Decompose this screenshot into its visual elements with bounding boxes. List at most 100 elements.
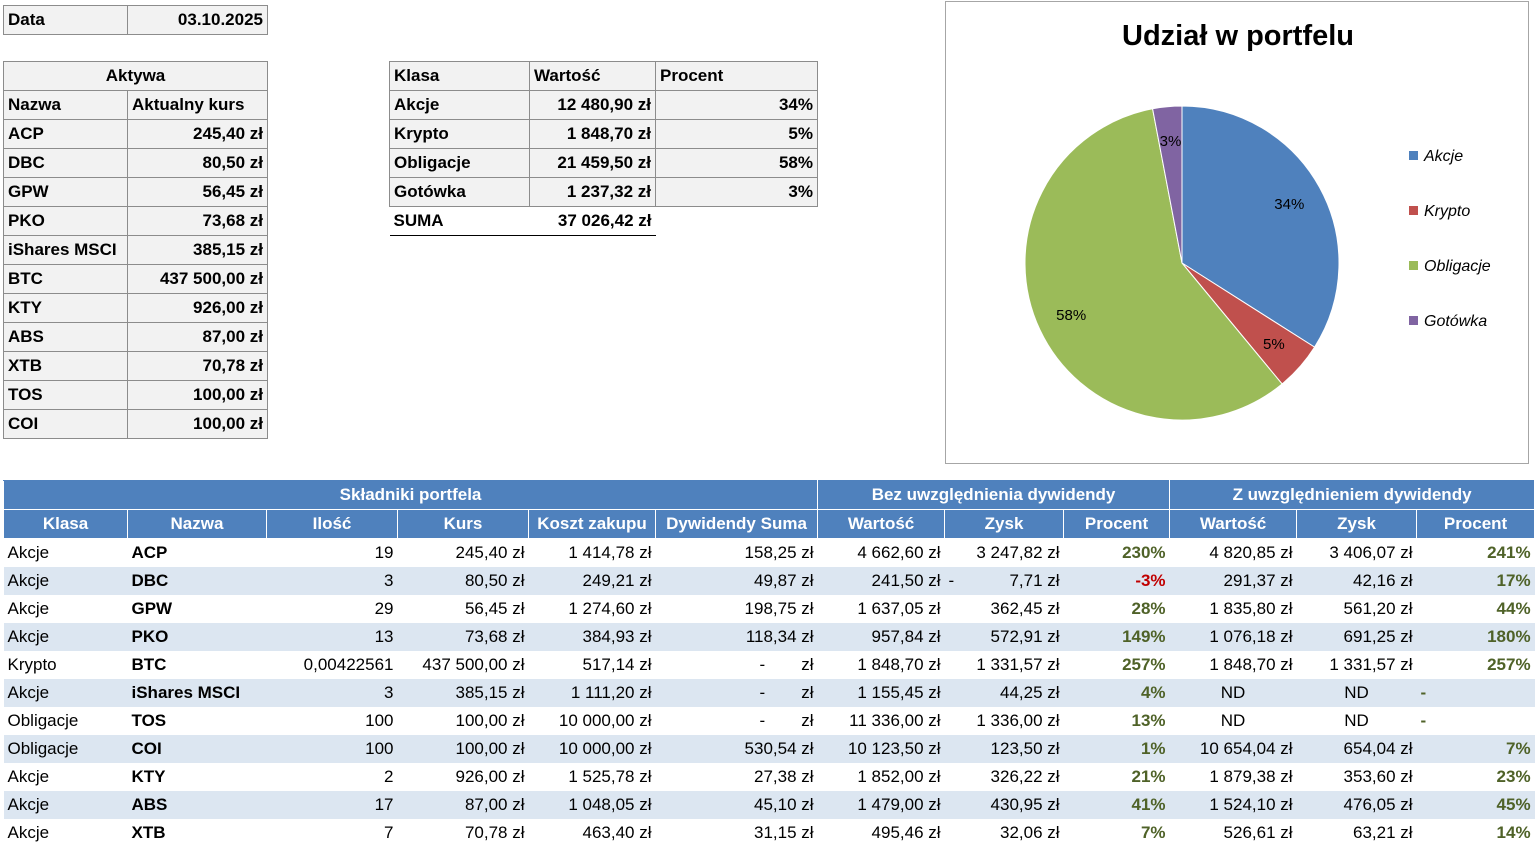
cell-procent[interactable]: 21% [1063,763,1170,791]
cell-wartosc-z-dyw[interactable]: 1 835,80 zł [1169,595,1297,623]
asset-price-cell[interactable]: 73,68 zł [127,206,268,236]
cell-ilosc[interactable]: 19 [266,538,398,567]
cell-procent-z-dyw[interactable]: 14% [1416,819,1535,847]
klasy-klasa-cell[interactable]: Krypto [389,119,530,149]
cell-ilosc[interactable]: 3 [266,679,398,707]
cell-wartosc[interactable]: 1 637,05 zł [817,595,945,623]
klasy-header-procent[interactable]: Procent [655,61,818,91]
cell-zysk[interactable]: 362,45 zł [944,595,1064,623]
asset-name-cell[interactable]: COI [3,409,128,439]
col-header-ilosc[interactable]: Ilość [266,509,398,539]
cell-nazwa[interactable]: GPW [127,595,267,623]
cell-kurs[interactable]: 80,50 zł [397,567,529,595]
asset-price-cell[interactable]: 437 500,00 zł [127,264,268,294]
cell-klasa[interactable]: Akcje [3,567,128,595]
cell-koszt-zakupu[interactable]: 1 414,78 zł [528,538,656,567]
asset-name-cell[interactable]: BTC [3,264,128,294]
cell-koszt-zakupu[interactable]: 10 000,00 zł [528,707,656,735]
cell-kurs[interactable]: 385,15 zł [397,679,529,707]
pie-slice-gotówka[interactable] [1151,105,1183,264]
asset-name-cell[interactable]: iShares MSCI [3,235,128,265]
cell-koszt-zakupu[interactable]: 1 048,05 zł [528,791,656,819]
cell-klasa[interactable]: Akcje [3,819,128,847]
cell-procent[interactable]: 149% [1063,623,1170,651]
sum-empty-cell[interactable] [656,207,818,236]
cell-procent[interactable]: -3% [1063,567,1170,595]
cell-zysk-z-dyw[interactable]: 63,21 zł [1296,819,1417,847]
cell-ilosc[interactable]: 13 [266,623,398,651]
cell-zysk-z-dyw[interactable]: 3 406,07 zł [1296,538,1417,567]
cell-zysk[interactable]: 44,25 zł [944,679,1064,707]
cell-procent[interactable]: 28% [1063,595,1170,623]
cell-procent[interactable]: 4% [1063,679,1170,707]
sum-label-cell[interactable]: SUMA [389,206,530,236]
date-label-cell[interactable]: Data [3,5,128,35]
cell-zysk[interactable]: 326,22 zł [944,763,1064,791]
cell-ilosc[interactable]: 17 [266,791,398,819]
cell-zysk-z-dyw[interactable]: ND [1296,707,1417,735]
cell-klasa[interactable]: Akcje [3,595,128,623]
cell-wartosc[interactable]: 241,50 zł [817,567,945,595]
cell-kurs[interactable]: 87,00 zł [397,791,529,819]
asset-name-cell[interactable]: PKO [3,206,128,236]
klasy-procent-cell[interactable]: 58% [655,148,818,178]
asset-price-cell[interactable]: 80,50 zł [127,148,268,178]
cell-wartosc-z-dyw[interactable]: 1 879,38 zł [1169,763,1297,791]
cell-ilosc[interactable]: 2 [266,763,398,791]
cell-zysk-z-dyw[interactable]: 654,04 zł [1296,735,1417,763]
cell-wartosc[interactable]: 1 479,00 zł [817,791,945,819]
cell-zysk[interactable]: - 7,71 zł [944,567,1064,595]
cell-nazwa[interactable]: ACP [127,538,267,567]
asset-name-cell[interactable]: KTY [3,293,128,323]
cell-procent-z-dyw[interactable]: - [1416,679,1535,707]
col-header-zysk-z-dyw[interactable]: Zysk [1296,509,1418,539]
cell-koszt-zakupu[interactable]: 249,21 zł [528,567,656,595]
legend-item-obligacje[interactable]: Obligacje [1409,258,1491,276]
cell-dywidendy-suma[interactable]: 27,38 zł [655,763,818,791]
cell-kurs[interactable]: 100,00 zł [397,707,529,735]
cell-wartosc-z-dyw[interactable]: 1 524,10 zł [1169,791,1297,819]
sum-value-cell[interactable]: 37 026,42 zł [529,206,656,236]
cell-zysk-z-dyw[interactable]: 1 331,57 zł [1296,651,1417,679]
cell-procent[interactable]: 13% [1063,707,1170,735]
cell-procent-z-dyw[interactable]: 23% [1416,763,1535,791]
cell-kurs[interactable]: 100,00 zł [397,735,529,763]
cell-kurs[interactable]: 245,40 zł [397,538,529,567]
col-header-klasa[interactable]: Klasa [3,509,128,539]
klasy-procent-cell[interactable]: 3% [655,177,818,207]
cell-wartosc[interactable]: 1 852,00 zł [817,763,945,791]
aktywa-header-kurs[interactable]: Aktualny kurs [127,90,268,120]
cell-wartosc-z-dyw[interactable]: ND [1169,679,1297,707]
cell-zysk-z-dyw[interactable]: 476,05 zł [1296,791,1417,819]
cell-zysk-z-dyw[interactable]: 691,25 zł [1296,623,1417,651]
asset-name-cell[interactable]: ABS [3,322,128,352]
cell-wartosc-z-dyw[interactable]: 1 076,18 zł [1169,623,1297,651]
cell-wartosc[interactable]: 1 848,70 zł [817,651,945,679]
cell-nazwa[interactable]: DBC [127,567,267,595]
cell-procent[interactable]: 257% [1063,651,1170,679]
pie-slice-obligacje[interactable] [1024,108,1283,421]
klasy-wartosc-cell[interactable]: 1 237,32 zł [529,177,656,207]
cell-zysk[interactable]: 123,50 zł [944,735,1064,763]
cell-ilosc[interactable]: 7 [266,819,398,847]
cell-zysk[interactable]: 3 247,82 zł [944,538,1064,567]
cell-klasa[interactable]: Krypto [3,651,128,679]
asset-price-cell[interactable]: 56,45 zł [127,177,268,207]
cell-wartosc-z-dyw[interactable]: 291,37 zł [1169,567,1297,595]
cell-wartosc-z-dyw[interactable]: 1 848,70 zł [1169,651,1297,679]
cell-zysk[interactable]: 572,91 zł [944,623,1064,651]
date-value-cell[interactable]: 03.10.2025 [127,5,268,35]
cell-procent[interactable]: 7% [1063,819,1170,847]
cell-procent[interactable]: 230% [1063,538,1170,567]
pie-chart[interactable]: Udział w portfelu 34% 5% 58% 3% Akcje Krypto… [945,1,1529,464]
asset-price-cell[interactable]: 385,15 zł [127,235,268,265]
asset-price-cell[interactable]: 87,00 zł [127,322,268,352]
cell-ilosc[interactable]: 100 [266,707,398,735]
cell-koszt-zakupu[interactable]: 1 525,78 zł [528,763,656,791]
asset-name-cell[interactable]: XTB [3,351,128,381]
klasy-procent-cell[interactable]: 34% [655,90,818,120]
cell-procent-z-dyw[interactable]: 257% [1416,651,1535,679]
cell-procent-z-dyw[interactable]: - [1416,707,1535,735]
aktywa-header-nazwa[interactable]: Nazwa [3,90,128,120]
cell-kurs[interactable]: 56,45 zł [397,595,529,623]
